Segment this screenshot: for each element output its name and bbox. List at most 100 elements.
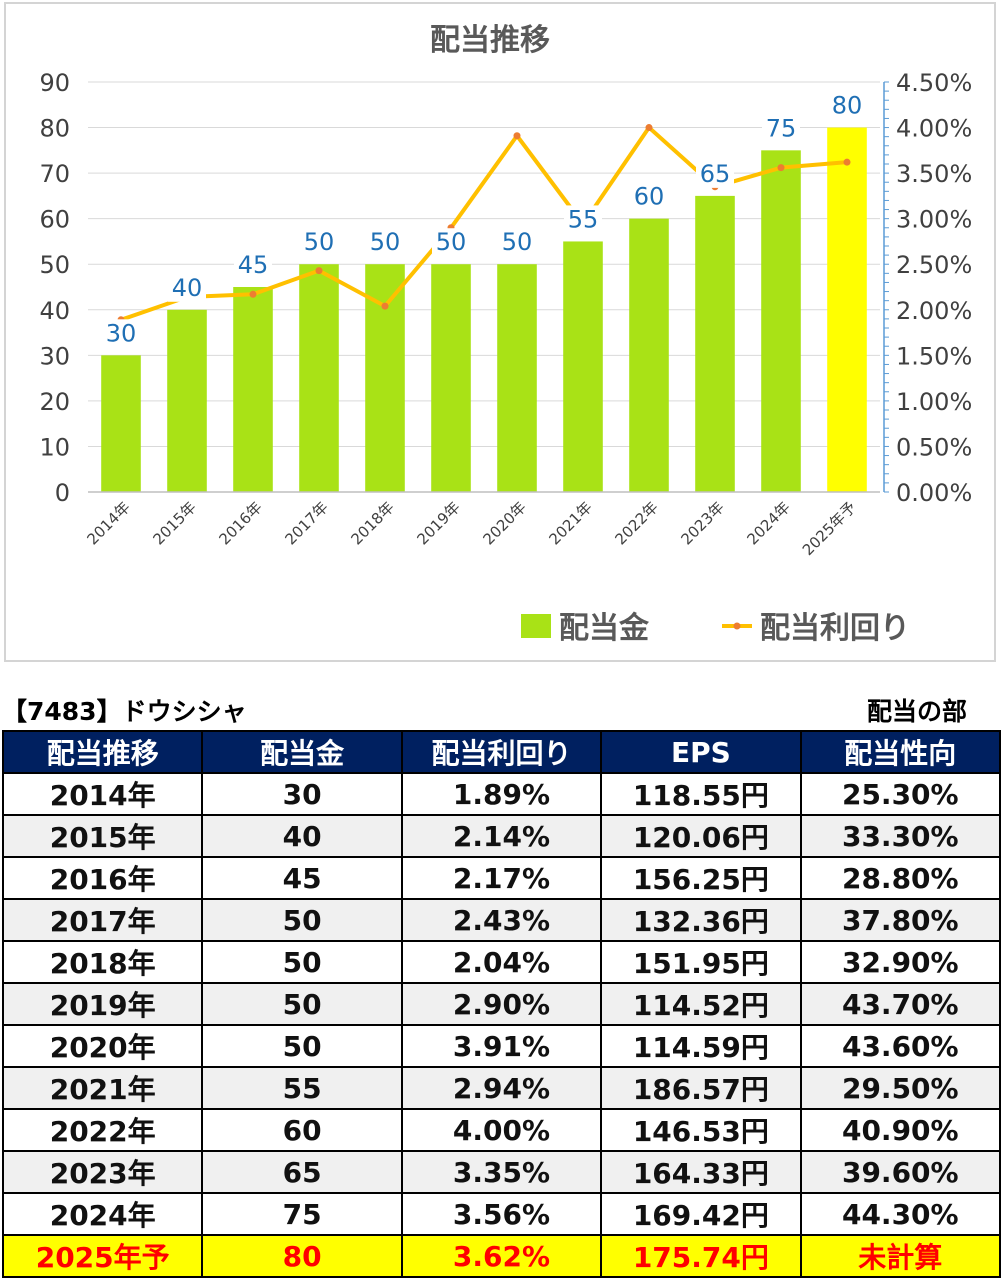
- data-label: 65: [700, 160, 731, 188]
- table-cell: 43.60%: [799, 1024, 1001, 1068]
- y-left-tick-label: 30: [39, 342, 70, 370]
- table-cell: 3.35%: [400, 1150, 603, 1194]
- table-cell: 2.90%: [400, 982, 603, 1026]
- y-left-tick-label: 20: [39, 388, 70, 416]
- table-cell: 164.33円: [600, 1150, 802, 1194]
- legend-marker-yield: [733, 622, 741, 630]
- section-label: 配当の部: [866, 697, 967, 726]
- data-label: 40: [172, 274, 203, 302]
- table-cell: 50: [201, 982, 403, 1026]
- table-cell: 151.95円: [600, 940, 802, 984]
- column-header: 配当性向: [799, 730, 1001, 774]
- x-tick-label: 2020年: [479, 498, 529, 548]
- x-tick-label: 2014年: [83, 498, 133, 548]
- x-tick-label: 2017年: [281, 498, 331, 548]
- data-label-bg: [168, 273, 206, 302]
- legend-label-yield: 配当利回り: [760, 611, 910, 646]
- bar-dividend: [629, 218, 669, 492]
- data-label: 50: [304, 228, 335, 256]
- data-label: 75: [766, 114, 797, 142]
- table-cell: 37.80%: [799, 898, 1001, 942]
- x-tick-label: 2025年予: [799, 498, 860, 559]
- y-right-tick-label: 4.00%: [896, 115, 972, 143]
- legend-label-dividend: 配当金: [559, 611, 650, 646]
- column-header: 配当金: [201, 730, 403, 774]
- y-right-tick-label: 0.00%: [896, 479, 972, 507]
- bar-dividend: [497, 264, 537, 492]
- data-label-bg: [564, 205, 602, 234]
- table-cell: 33.30%: [799, 814, 1001, 858]
- table-cell: 50: [201, 940, 403, 984]
- table-cell: 43.70%: [799, 982, 1001, 1026]
- table-cell: 2.14%: [400, 814, 603, 858]
- table-cell: 2.94%: [400, 1066, 603, 1110]
- y-left-tick-label: 10: [39, 433, 70, 461]
- table-cell: 60: [201, 1108, 403, 1152]
- table-row: 2021年 55 2.94% 186.57円 29.50%: [1, 1066, 1001, 1110]
- table-cell: 2017年: [1, 898, 204, 942]
- table-row: 2022年 60 4.00% 146.53円 40.90%: [1, 1108, 1001, 1152]
- dividend-chart: 配当推移 0 10 20 30 40 50 60 70 80 90 0.00% 0.50% 1.00% 1.…: [39, 23, 972, 646]
- table-row: 2025年予 80 3.62% 175.74円 未計算: [1, 1234, 1001, 1278]
- x-tick-label: 2015年: [149, 498, 199, 548]
- table-cell: 45: [201, 856, 403, 900]
- yield-point: [249, 290, 257, 298]
- table-cell: 118.55円: [600, 772, 802, 816]
- y-right-tick-label: 0.50%: [896, 433, 972, 461]
- table-cell: 3.56%: [400, 1192, 603, 1236]
- table-row: 2015年 40 2.14% 120.06円 33.30%: [1, 814, 1001, 858]
- table-cell: 2020年: [1, 1024, 204, 1068]
- yield-point: [777, 164, 785, 172]
- table-cell: 169.42円: [600, 1192, 802, 1236]
- table-cell: 55: [201, 1066, 403, 1110]
- y-left-tick-label: 0: [55, 479, 70, 507]
- table-cell: 132.36円: [600, 898, 802, 942]
- table-row: 2017年 50 2.43% 132.36円 37.80%: [1, 898, 1001, 942]
- x-tick-label: 2019年: [413, 498, 463, 548]
- table-cell: 2025年予: [1, 1234, 204, 1278]
- table-row: 2014年 30 1.89% 118.55円 25.30%: [1, 772, 1001, 816]
- data-label-bg: [234, 251, 272, 279]
- table-cell: 3.62%: [400, 1234, 603, 1278]
- y-right-tick-label: 1.50%: [896, 342, 972, 370]
- table-cell: 186.57円: [600, 1066, 802, 1110]
- table-cell: 2.43%: [400, 898, 603, 942]
- table-row: 2016年 45 2.17% 156.25円 28.80%: [1, 856, 1001, 900]
- table-cell: 30: [201, 772, 403, 816]
- y-left-tick-label: 40: [39, 297, 70, 325]
- table-cell: 40: [201, 814, 403, 858]
- table-cell: 2024年: [1, 1192, 204, 1236]
- table-cell: 146.53円: [600, 1108, 802, 1152]
- table-cell: 120.06円: [600, 814, 802, 858]
- table-cell: 50: [201, 1024, 403, 1068]
- y-right-tick-label: 2.00%: [896, 297, 972, 325]
- data-label: 30: [106, 319, 137, 347]
- table-cell: 2015年: [1, 814, 204, 858]
- x-tick-label: 2023年: [677, 498, 727, 548]
- table-cell: 4.00%: [400, 1108, 603, 1152]
- y-right-tick-label: 1.00%: [896, 388, 972, 416]
- table-cell: 2018年: [1, 940, 204, 984]
- table-cell: 114.59円: [600, 1024, 802, 1068]
- column-header: 配当推移: [1, 730, 204, 774]
- x-tick-label: 2021年: [545, 498, 595, 548]
- x-tick-label: 2018年: [347, 498, 397, 548]
- table-cell: 2.04%: [400, 940, 603, 984]
- bar-dividend: [563, 241, 603, 492]
- y-left-tick-label: 70: [39, 160, 70, 188]
- table-cell: 未計算: [799, 1234, 1001, 1278]
- bar-dividend: [365, 264, 405, 492]
- table-cell: 44.30%: [799, 1192, 1001, 1236]
- data-label: 50: [370, 228, 401, 256]
- table-cell: 114.52円: [600, 982, 802, 1026]
- legend-swatch-dividend: [521, 614, 551, 638]
- data-label: 60: [634, 183, 665, 211]
- chart-frame: 配当推移 0 10 20 30 40 50 60 70 80 90 0.00% 0.50% 1.00% 1.…: [4, 2, 996, 662]
- data-label-bg: [432, 228, 470, 257]
- table-cell: 75: [201, 1192, 403, 1236]
- bar-dividend: [761, 150, 801, 493]
- table-row: 2020年 50 3.91% 114.59円 43.60%: [1, 1024, 1001, 1068]
- bar-dividend: [827, 127, 867, 493]
- column-header: 配当利回り: [400, 730, 603, 774]
- table-row: 2024年 75 3.56% 169.42円 44.30%: [1, 1192, 1001, 1236]
